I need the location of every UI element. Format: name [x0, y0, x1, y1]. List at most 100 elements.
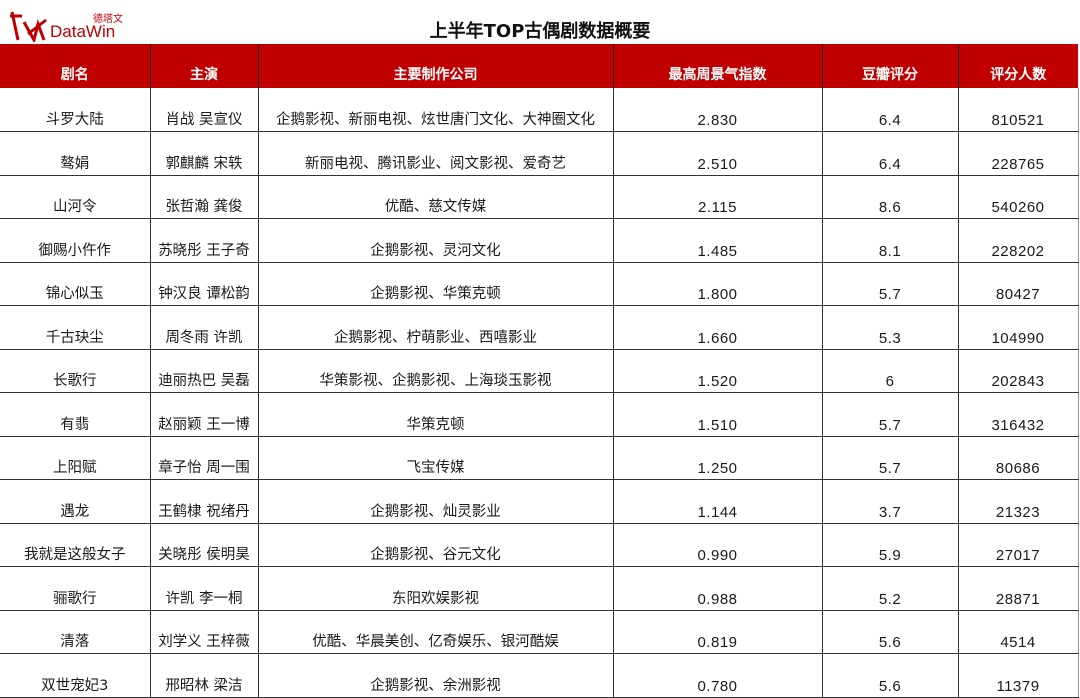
datawin-logo: 德塔文 DataWin [8, 8, 133, 42]
table-header-row: 剧名 主演 主要制作公司 最高周景气指数 豆瓣评分 评分人数 [0, 44, 1078, 88]
cell-cast: 郭麒麟 宋轶 [149, 131, 259, 176]
cell-douban-score: 6 [821, 349, 959, 393]
cell-douban-score: 5.6 [821, 610, 959, 654]
cell-cast: 王鹤棣 祝绪丹 [149, 479, 259, 524]
cell-producers: 华策影视、企鹅影视、上海琰玉影视 [257, 349, 614, 393]
cell-peak-index: 1.520 [612, 349, 823, 393]
table-row: 上阳赋 章子怡 周一围 飞宝传媒 1.250 5.7 80686 [0, 436, 1079, 480]
cell-rating-count: 80427 [957, 262, 1079, 306]
table-row: 骜娟 郭麒麟 宋轶 新丽电视、腾讯影业、阅文影视、爱奇艺 2.510 6.4 228765 [0, 131, 1079, 176]
cell-cast: 关晓彤 侯明昊 [149, 523, 259, 567]
cell-producers: 优酷、慈文传媒 [257, 175, 614, 219]
table-row: 双世宠妃3 邢昭林 梁洁 企鹅影视、余洲影视 0.780 5.6 11379 [0, 653, 1079, 698]
cell-peak-index: 0.988 [612, 566, 823, 611]
cell-douban-score: 3.7 [821, 479, 959, 524]
cell-producers: 企鹅影视、华策克顿 [257, 262, 614, 306]
cell-producers: 东阳欢娱影视 [257, 566, 614, 611]
cell-cast: 赵丽颖 王一博 [149, 392, 259, 437]
cell-rating-count: 11379 [957, 653, 1079, 698]
cell-rating-count: 80686 [957, 436, 1079, 480]
cell-peak-index: 0.990 [612, 523, 823, 567]
cell-rating-count: 810521 [957, 88, 1079, 132]
cell-douban-score: 8.6 [821, 175, 959, 219]
cell-title: 骊歌行 [0, 566, 151, 611]
cell-rating-count: 4514 [957, 610, 1079, 654]
cell-cast: 许凯 李一桐 [149, 566, 259, 611]
cell-peak-index: 1.144 [612, 479, 823, 524]
cell-cast: 苏晓彤 王子奇 [149, 218, 259, 263]
cell-title: 千古玦尘 [0, 305, 151, 350]
cell-peak-index: 0.780 [612, 653, 823, 698]
cell-producers: 飞宝传媒 [257, 436, 614, 480]
cell-rating-count: 316432 [957, 392, 1079, 437]
column-header-douban-score: 豆瓣评分 [822, 44, 959, 88]
cell-title: 御赐小仵作 [0, 218, 151, 263]
cell-douban-score: 6.4 [821, 88, 959, 132]
logo-english-text: DataWin [50, 22, 116, 41]
cell-rating-count: 228202 [957, 218, 1079, 263]
datawin-logo-mark-icon [10, 11, 47, 42]
cell-producers: 企鹅影视、柠萌影业、西嘻影业 [257, 305, 614, 350]
column-header-title: 剧名 [0, 44, 151, 88]
cell-cast: 周冬雨 许凯 [149, 305, 259, 350]
cell-title: 有翡 [0, 392, 151, 437]
cell-peak-index: 2.510 [612, 131, 823, 176]
cell-cast: 张哲瀚 龚俊 [149, 175, 259, 219]
cell-producers: 企鹅影视、余洲影视 [257, 653, 614, 698]
drama-data-table: 剧名 主演 主要制作公司 最高周景气指数 豆瓣评分 评分人数 斗罗大陆 肖战 吴宣… [0, 44, 1079, 698]
cell-douban-score: 5.3 [821, 305, 959, 350]
column-header-producers: 主要制作公司 [258, 44, 614, 88]
cell-peak-index: 0.819 [612, 610, 823, 654]
cell-producers: 企鹅影视、新丽电视、炫世唐门文化、大神圈文化 [257, 88, 614, 132]
cell-peak-index: 1.660 [612, 305, 823, 350]
table-row: 遇龙 王鹤棣 祝绪丹 企鹅影视、灿灵影业 1.144 3.7 21323 [0, 479, 1079, 524]
cell-douban-score: 5.9 [821, 523, 959, 567]
cell-producers: 华策克顿 [257, 392, 614, 437]
cell-rating-count: 104990 [957, 305, 1079, 350]
cell-cast: 刘学义 王梓薇 [149, 610, 259, 654]
table-row: 斗罗大陆 肖战 吴宣仪 企鹅影视、新丽电视、炫世唐门文化、大神圈文化 2.830 6.4… [0, 88, 1079, 132]
table-row: 千古玦尘 周冬雨 许凯 企鹅影视、柠萌影业、西嘻影业 1.660 5.3 104990 [0, 305, 1079, 350]
cell-title: 锦心似玉 [0, 262, 151, 306]
cell-producers: 企鹅影视、灵河文化 [257, 218, 614, 263]
cell-producers: 企鹅影视、谷元文化 [257, 523, 614, 567]
cell-title: 山河令 [0, 175, 151, 219]
logo-chinese-text: 德塔文 [93, 14, 123, 25]
table-row: 御赐小仵作 苏晓彤 王子奇 企鹅影视、灵河文化 1.485 8.1 228202 [0, 218, 1079, 263]
cell-title: 清落 [0, 610, 151, 654]
cell-rating-count: 228765 [957, 131, 1079, 176]
cell-cast: 肖战 吴宣仪 [149, 88, 259, 132]
cell-title: 长歌行 [0, 349, 151, 393]
cell-title: 遇龙 [0, 479, 151, 524]
cell-cast: 邢昭林 梁洁 [149, 653, 259, 698]
image-artifact [920, 655, 1080, 658]
page-title: 上半年TOP古偶剧数据概要 [429, 21, 651, 42]
cell-douban-score: 8.1 [821, 218, 959, 263]
cell-title: 骜娟 [0, 131, 151, 176]
table-row: 锦心似玉 钟汉良 谭松韵 企鹅影视、华策克顿 1.800 5.7 80427 [0, 262, 1079, 306]
cell-douban-score: 5.7 [821, 392, 959, 437]
cell-peak-index: 1.250 [612, 436, 823, 480]
table-row: 有翡 赵丽颖 王一博 华策克顿 1.510 5.7 316432 [0, 392, 1079, 437]
cell-douban-score: 5.6 [821, 653, 959, 698]
cell-producers: 新丽电视、腾讯影业、阅文影视、爱奇艺 [257, 131, 614, 176]
cell-peak-index: 2.115 [612, 175, 823, 219]
table-row: 骊歌行 许凯 李一桐 东阳欢娱影视 0.988 5.2 28871 [0, 566, 1079, 611]
cell-rating-count: 202843 [957, 349, 1079, 393]
cell-producers: 优酷、华晨美创、亿奇娱乐、银河酷娱 [257, 610, 614, 654]
cell-title: 上阳赋 [0, 436, 151, 480]
cell-rating-count: 540260 [957, 175, 1079, 219]
cell-douban-score: 5.2 [821, 566, 959, 611]
cell-peak-index: 2.830 [612, 88, 823, 132]
cell-douban-score: 6.4 [821, 131, 959, 176]
cell-title: 斗罗大陆 [0, 88, 151, 132]
cell-peak-index: 1.510 [612, 392, 823, 437]
cell-cast: 章子怡 周一围 [149, 436, 259, 480]
cell-peak-index: 1.485 [612, 218, 823, 263]
table-row: 山河令 张哲瀚 龚俊 优酷、慈文传媒 2.115 8.6 540260 [0, 175, 1079, 219]
table-row: 长歌行 迪丽热巴 吴磊 华策影视、企鹅影视、上海琰玉影视 1.520 6 202843 [0, 349, 1079, 393]
table-row: 我就是这般女子 关晓彤 侯明昊 企鹅影视、谷元文化 0.990 5.9 27017 [0, 523, 1079, 567]
cell-rating-count: 28871 [957, 566, 1079, 611]
table-row: 清落 刘学义 王梓薇 优酷、华晨美创、亿奇娱乐、银河酷娱 0.819 5.6 4514 [0, 610, 1079, 654]
cell-rating-count: 21323 [957, 479, 1079, 524]
